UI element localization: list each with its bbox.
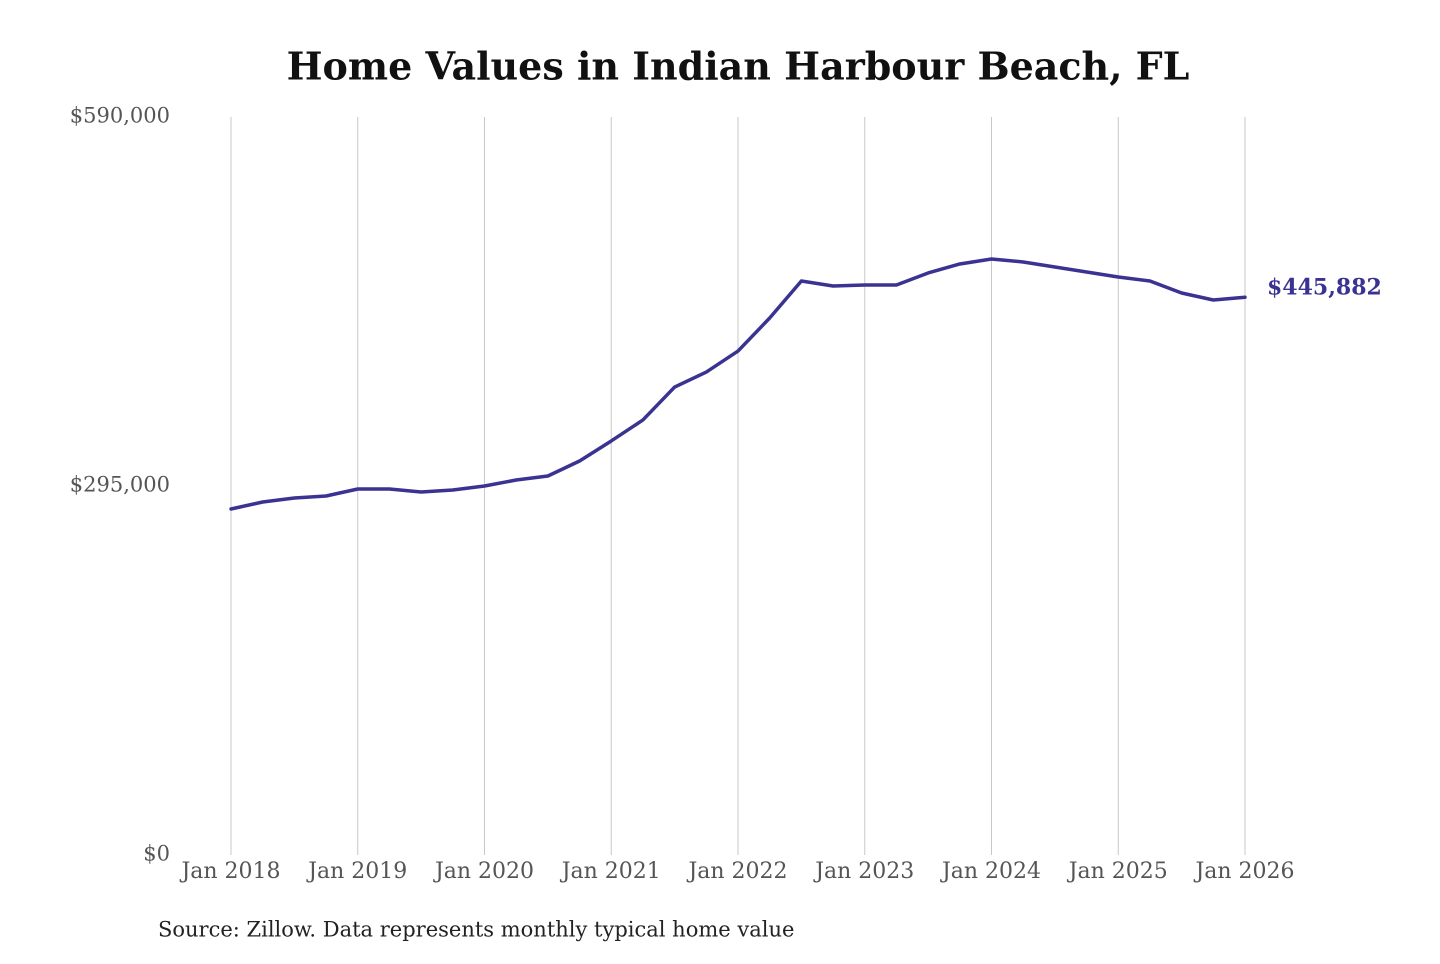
x-tick-label: Jan 2024 [940, 859, 1041, 884]
y-tick-label: $590,000 [70, 104, 170, 128]
y-tick-label: $295,000 [70, 473, 170, 497]
data-line [229, 257, 1247, 511]
chart-title: Home Values in Indian Harbour Beach, FL [287, 44, 1190, 89]
source-note: Source: Zillow. Data represents monthly … [158, 918, 794, 942]
x-tick-label: Jan 2021 [560, 859, 661, 884]
value-label: $445,882 [1267, 274, 1382, 300]
x-tick-label: Jan 2023 [813, 859, 914, 884]
x-tick-label: Jan 2019 [306, 859, 407, 884]
x-tick-label: Jan 2018 [179, 859, 280, 884]
x-tick-label: Jan 2022 [686, 859, 787, 884]
y-tick-label: $0 [143, 842, 170, 866]
x-tick-label: Jan 2026 [1193, 859, 1294, 884]
x-tick-label: Jan 2020 [433, 859, 534, 884]
x-tick-label: Jan 2025 [1067, 859, 1168, 884]
